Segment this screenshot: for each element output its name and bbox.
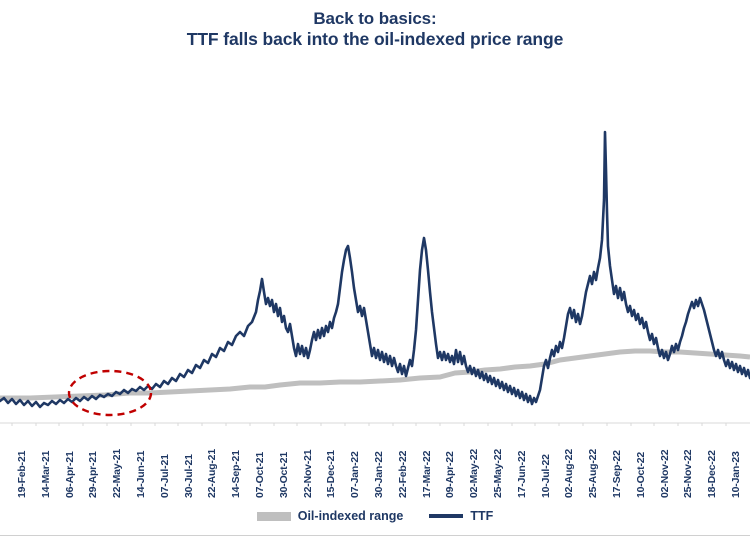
chart-legend: Oil-indexed range TTF (0, 505, 750, 527)
x-axis-tick-label: 06-Apr-21 (63, 451, 76, 498)
x-axis-tick-label: 22-Aug-21 (206, 449, 219, 498)
x-axis-tick-label: 10-Jul-22 (539, 454, 552, 498)
x-axis-tick-label: 02-May-22 (468, 449, 481, 498)
x-axis-ticks (11, 423, 727, 426)
legend-label-oil-indexed-range: Oil-indexed range (297, 509, 404, 523)
series-ttf (0, 130, 750, 409)
x-axis-tick-label: 14-Mar-21 (39, 450, 52, 498)
x-axis-tick-label: 17-Jun-22 (515, 450, 528, 498)
legend-item-ttf[interactable]: TTF (429, 509, 493, 523)
x-axis-tick-label: 30-Oct-21 (277, 451, 290, 498)
x-axis-tick-label: 07-Oct-21 (254, 451, 266, 498)
plot-area (0, 60, 750, 426)
legend-item-oil-indexed-range[interactable]: Oil-indexed range (256, 509, 404, 523)
series-oil-indexed-range (0, 348, 750, 401)
x-axis-tick-label: 22-Feb-22 (396, 450, 409, 498)
x-axis (0, 422, 750, 426)
x-axis-tick-label: 07-Jan-22 (349, 451, 362, 498)
x-axis-labels: 19-Feb-21 14-Mar-21 06-Apr-21 29-Apr-21 22-M… (0, 430, 750, 502)
x-axis-tick-label: 02-Nov-22 (658, 449, 671, 498)
x-axis-tick-label: 14-Sep-21 (230, 450, 243, 498)
x-axis-tick-label: 14-Jun-21 (135, 450, 147, 498)
x-axis-tick-label: 25-Nov-22 (682, 449, 695, 498)
x-axis-tick-label: 25-May-22 (492, 449, 504, 498)
x-axis-tick-label: 10-Oct-22 (634, 451, 647, 498)
x-axis-tick-label: 15-Dec-21 (325, 450, 338, 498)
chart-title: Back to basics: TTF falls back into the … (0, 8, 750, 51)
x-axis-tick-label: 10-Jan-23 (730, 451, 742, 498)
legend-swatch-line-icon (429, 514, 464, 518)
x-axis-tick-label: 30-Jan-22 (373, 451, 385, 498)
x-axis-tick-label: 22-May-21 (111, 449, 124, 498)
chart-title-line-2: TTF falls back into the oil-indexed pric… (186, 29, 564, 50)
x-axis-tick-label: 18-Dec-22 (706, 450, 719, 498)
x-axis-tick-label: 19-Feb-21 (16, 450, 28, 498)
x-axis-tick-label: 07-Jul-21 (158, 454, 171, 498)
x-axis-tick-label: 02-Aug-22 (563, 449, 576, 498)
legend-swatch-band-icon (256, 511, 291, 521)
x-axis-tick-label: 09-Apr-22 (444, 451, 457, 498)
annotation-ellipse-red (67, 369, 153, 417)
legend-label-ttf: TTF (470, 509, 494, 523)
x-axis-tick-label: 22-Nov-21 (301, 449, 314, 498)
x-axis-tick-label: 17-Sep-22 (611, 450, 623, 498)
x-axis-tick-label: 29-Apr-21 (87, 451, 100, 498)
x-axis-tick-label: 30-Jul-21 (182, 454, 195, 498)
x-axis-tick-label: 25-Aug-22 (587, 449, 600, 498)
x-axis-tick-label: 17-Mar-22 (420, 450, 433, 498)
chart-title-line-1: Back to basics: (313, 9, 437, 28)
